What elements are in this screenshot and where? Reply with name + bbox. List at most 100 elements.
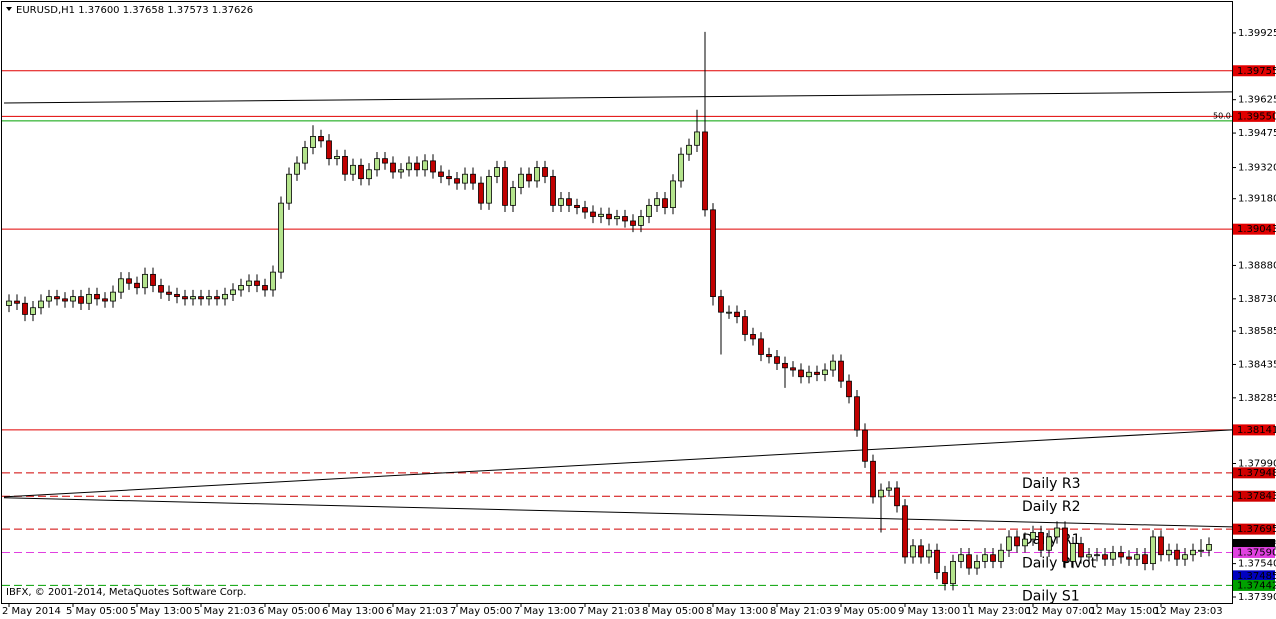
y-tick-label: 1.39320 bbox=[1238, 163, 1276, 174]
candle-body bbox=[110, 291, 116, 302]
candle-body bbox=[478, 182, 484, 204]
candle-body bbox=[334, 156, 340, 160]
x-tick-label: 7 May 05:00 bbox=[450, 606, 512, 617]
candle-body bbox=[102, 298, 108, 302]
candle-body bbox=[294, 162, 300, 175]
candle-body bbox=[670, 180, 676, 209]
candle-body bbox=[1110, 552, 1116, 560]
price-label: 1.37843 bbox=[1237, 491, 1276, 502]
candle-body bbox=[782, 362, 788, 369]
candle-body bbox=[662, 198, 668, 209]
x-tick-label: 12 May 23:03 bbox=[1154, 606, 1223, 617]
candle-body bbox=[302, 147, 308, 164]
candle-body bbox=[910, 545, 916, 558]
x-tick-label: 2 May 2014 bbox=[2, 606, 61, 617]
candle-body bbox=[862, 429, 868, 462]
candle-body bbox=[1182, 554, 1188, 560]
chart-title: EURUSD,H1 1.37600 1.37658 1.37573 1.3762… bbox=[16, 5, 253, 16]
trendline bbox=[3, 429, 1233, 498]
y-tick-label: 1.38585 bbox=[1238, 326, 1276, 337]
candle-body bbox=[230, 289, 236, 295]
y-tick-label: 1.39925 bbox=[1238, 28, 1276, 39]
candle-body bbox=[1046, 536, 1052, 551]
price-label: 1.37590 bbox=[1237, 547, 1276, 558]
price-label: 1.37695 bbox=[1237, 524, 1276, 535]
candle-body bbox=[366, 169, 372, 180]
candle-body bbox=[622, 216, 628, 222]
candle-body bbox=[654, 198, 660, 206]
candle-body bbox=[870, 460, 876, 498]
y-tick-label: 1.37390 bbox=[1238, 592, 1276, 603]
candle-body bbox=[542, 167, 548, 177]
candle-body bbox=[1190, 549, 1196, 556]
price-label: 1.37948 bbox=[1237, 468, 1276, 479]
candle-body bbox=[6, 300, 12, 306]
price-label-box bbox=[1233, 538, 1275, 550]
candle-body bbox=[510, 187, 516, 206]
y-tick-label: 1.37990 bbox=[1238, 458, 1276, 469]
y-tick-label: 1.37540 bbox=[1238, 559, 1276, 570]
menu-arrow[interactable] bbox=[6, 7, 12, 11]
x-tick-label: 8 May 05:00 bbox=[642, 606, 704, 617]
candle-body bbox=[926, 549, 932, 558]
candle-body bbox=[318, 135, 324, 142]
candle-body bbox=[126, 278, 132, 284]
plot-frame bbox=[1, 1, 1233, 604]
level-name: Daily R2 bbox=[1022, 499, 1081, 515]
x-tick-label: 12 May 07:00 bbox=[1026, 606, 1095, 617]
candle-body bbox=[982, 554, 988, 562]
candle-body bbox=[734, 311, 740, 318]
candle-body bbox=[358, 164, 364, 180]
candle-body bbox=[694, 131, 700, 146]
candle-body bbox=[1118, 552, 1124, 558]
level-name: Daily Pivot bbox=[1022, 555, 1097, 571]
candle-body bbox=[950, 560, 956, 585]
candle-body bbox=[966, 554, 972, 569]
level-name: Daily R3 bbox=[1022, 476, 1081, 492]
price-label-box bbox=[1233, 570, 1275, 582]
candle-body bbox=[758, 338, 764, 355]
candle-body bbox=[646, 204, 652, 217]
candle-body bbox=[742, 316, 748, 335]
candle-body bbox=[878, 489, 884, 498]
candle-body bbox=[198, 296, 204, 300]
y-tick-label: 1.39625 bbox=[1238, 95, 1276, 106]
candle-body bbox=[830, 360, 836, 371]
candle-body bbox=[342, 156, 348, 175]
candle-body bbox=[958, 554, 964, 562]
candle-body bbox=[286, 173, 292, 204]
y-tick-label: 1.38730 bbox=[1238, 294, 1276, 305]
price-label: 1.37626 bbox=[1237, 539, 1276, 550]
candle-body bbox=[166, 291, 172, 295]
candle-body bbox=[1006, 536, 1012, 551]
candle-body bbox=[454, 178, 460, 184]
candle-body bbox=[182, 296, 188, 300]
trendline bbox=[3, 91, 1233, 104]
candle-body bbox=[150, 273, 156, 286]
x-tick-label: 7 May 21:03 bbox=[578, 606, 640, 617]
candle-body bbox=[886, 487, 892, 491]
candle-body bbox=[574, 204, 580, 209]
x-tick-label: 6 May 21:03 bbox=[386, 606, 448, 617]
candle-body bbox=[1062, 527, 1068, 562]
candle-body bbox=[902, 505, 908, 558]
candle-body bbox=[606, 213, 612, 220]
candle-body bbox=[22, 302, 28, 315]
candle-body bbox=[390, 162, 396, 173]
price-label-box bbox=[1233, 546, 1275, 558]
candle-body bbox=[598, 213, 604, 217]
y-tick-label: 1.39180 bbox=[1238, 194, 1276, 205]
candle-body bbox=[1174, 549, 1180, 560]
price-label-box bbox=[1233, 65, 1275, 77]
candle-body bbox=[614, 216, 620, 220]
y-tick-label: 1.38435 bbox=[1238, 359, 1276, 370]
candle-body bbox=[638, 216, 644, 226]
x-tick-label: 9 May 13:00 bbox=[898, 606, 960, 617]
candle-body bbox=[686, 144, 692, 155]
y-tick-label: 1.38880 bbox=[1238, 260, 1276, 271]
candle-body bbox=[1134, 554, 1140, 560]
y-tick-label: 1.39475 bbox=[1238, 128, 1276, 139]
candle-body bbox=[1054, 527, 1060, 538]
candle-body bbox=[582, 207, 588, 213]
candle-body bbox=[486, 176, 492, 204]
